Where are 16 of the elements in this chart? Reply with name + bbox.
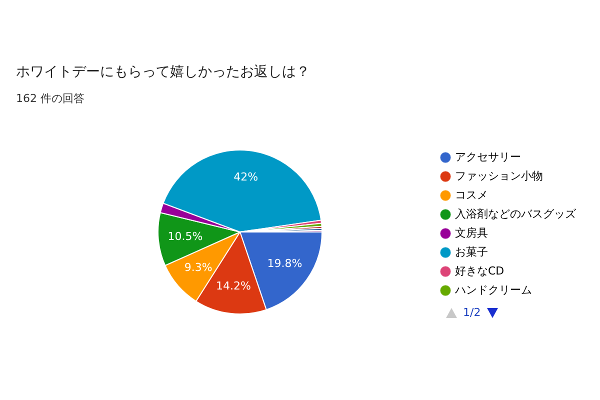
legend-label: 好きなCD <box>455 264 504 278</box>
data-label: 9.3% <box>184 260 212 274</box>
legend-label: ハンドクリーム <box>454 284 532 296</box>
legend-label: お菓子 <box>455 246 488 258</box>
text: 162 件の回答 <box>16 92 84 105</box>
legend-label: ファッション小物 <box>455 170 543 182</box>
data-label: 42% <box>234 170 258 184</box>
chart-title: ホワイトデーにもらって嬉しかったお返しは？ <box>16 64 310 80</box>
data-label: 10.5% <box>168 230 203 244</box>
legend-label: 文房具 <box>455 226 488 240</box>
data-label: 19.8% <box>267 257 302 270</box>
text: 1/2 <box>463 306 481 319</box>
legend-label: アクセサリー <box>455 150 521 164</box>
legend-label: 入浴剤などのバスグッズ <box>455 208 577 220</box>
legend-label: コスメ <box>455 188 488 202</box>
data-label: 14.2% <box>216 280 251 293</box>
